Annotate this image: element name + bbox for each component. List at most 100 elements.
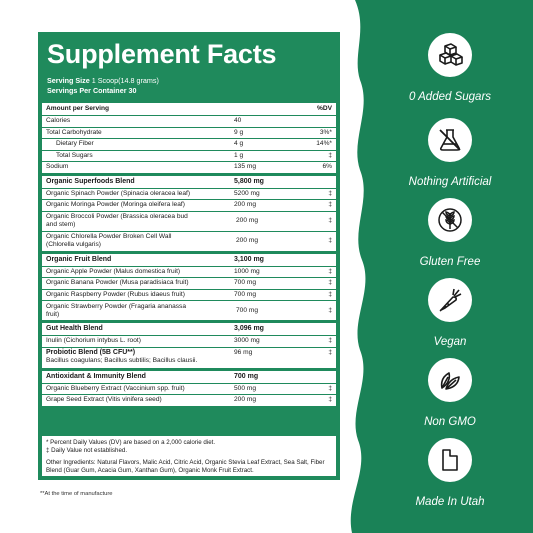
wheat-icon (438, 208, 462, 232)
ingredient-row: Organic Apple Powder (Malus domestica fr… (42, 265, 336, 277)
blend-name: Organic Fruit Blend (46, 255, 112, 263)
ingredient-row: Organic Spinach Powder (Spinacia olerace… (42, 187, 336, 199)
probiotic-row: Probiotic Blend (5B CFU**) Bacillus coag… (42, 346, 336, 368)
ingredient-name: Organic Chlorella Powder Broken Cell Wal… (46, 233, 172, 248)
nutrient-amount: 1 g (234, 151, 244, 159)
amount-header: Amount per Serving (46, 105, 110, 112)
nutrient-dv: 14%* (316, 140, 332, 148)
nutrient-amount: 40 (234, 117, 242, 125)
table-header: Amount per Serving %DV (42, 102, 336, 115)
nutrient-dv: ‡ (328, 151, 332, 159)
ingredient-row: Grape Seed Extract (Vitis vinifera seed)… (42, 394, 336, 406)
badge-circle (428, 33, 472, 77)
ingredient-name: Organic Broccoli Powder (Brassica olerac… (46, 213, 188, 228)
badge-circle (428, 118, 472, 162)
badge-label: 0 Added Sugars (408, 91, 492, 103)
ingredient-dv: ‡ (328, 279, 332, 287)
badge-label: Vegan (433, 336, 467, 348)
ingredient-name: Organic Apple Powder (Malus domestica fr… (46, 267, 181, 275)
carrot-icon (439, 288, 462, 312)
leaves-icon (440, 372, 460, 390)
ingredient-dv: ‡ (328, 384, 332, 392)
ingredient-row: Organic Strawberry Powder (Fragaria anan… (42, 300, 336, 320)
ingredient-name: Inulin (Cichorium intybus L. root) (46, 337, 141, 345)
ingredient-name: Organic Raspberry Powder (Rubus idaeus f… (46, 290, 185, 298)
servings-label: Servings Per Container (47, 86, 127, 95)
manufacture-note: **At the time of manufacture (40, 491, 113, 497)
nutrient-row: Dietary Fiber 4 g 14%* (42, 138, 336, 150)
nutrient-row: Total Carbohydrate 9 g 3%* (42, 126, 336, 138)
nutrient-row: Sodium 135 mg 6% (42, 161, 336, 173)
servings-value: 30 (128, 86, 137, 95)
blend-amount: 3,100 mg (234, 255, 264, 263)
sugar-cubes-icon (439, 43, 463, 66)
ingredient-row: Organic Chlorella Powder Broken Cell Wal… (42, 230, 336, 251)
nutrient-amount: 135 mg (234, 163, 256, 171)
ingredient-amount: 5200 mg (234, 189, 260, 197)
ingredient-amount: 200 mg (236, 237, 258, 244)
ingredient-dv: ‡ (328, 201, 332, 209)
nutrient-amount: 9 g (234, 128, 244, 136)
facts-table: Amount per Serving %DV Calories 40 Total… (42, 102, 336, 406)
ingredient-name: Grape Seed Extract (Vitis vinifera seed) (46, 396, 162, 404)
dv-header: %DV (316, 105, 332, 112)
ingredient-name: Organic Blueberry Extract (Vaccinium spp… (46, 384, 185, 392)
ingredient-row: Organic Banana Powder (Musa paradisiaca … (42, 277, 336, 289)
ingredient-dv: ‡ (328, 306, 332, 314)
probiotic-cell: Probiotic Blend (5B CFU**) Bacillus coag… (42, 349, 234, 365)
badge-label: Nothing Artificial (408, 176, 492, 188)
ingredient-amount: 200 mg (234, 396, 256, 404)
serving-info: Serving Size 1 Scoop(14.8 grams) Serving… (47, 76, 159, 96)
badge-circle (428, 358, 472, 402)
ingredient-name: Organic Banana Powder (Musa paradisiaca … (46, 279, 189, 287)
nutrient-row: Calories 40 (42, 115, 336, 127)
badge-circle (428, 198, 472, 242)
ingredient-amount: 200 mg (234, 201, 256, 209)
blend-header: Gut Health Blend 3,096 mg (42, 320, 336, 335)
badge-gluten-free: Gluten Free (394, 198, 506, 268)
probiotic-dv: ‡ (328, 348, 332, 356)
footnote-dv: * Percent Daily Values (DV) are based on… (46, 439, 216, 446)
nutrient-row: Total Sugars 1 g ‡ (42, 149, 336, 161)
nutrient-dv: 3%* (319, 128, 332, 136)
ingredient-dv: ‡ (328, 290, 332, 298)
blend-amount: 3,096 mg (234, 325, 264, 332)
blend-amount: 5,800 mg (234, 177, 264, 185)
utah-state-icon (442, 449, 458, 471)
badge-vegan: Vegan (394, 278, 506, 348)
nutrient-name: Total Carbohydrate (46, 128, 102, 136)
ingredient-amount: 1000 mg (234, 267, 260, 275)
ingredient-name: Organic Spinach Powder (Spinacia olerace… (46, 189, 191, 197)
facts-footnotes: * Percent Daily Values (DV) are based on… (42, 436, 336, 476)
ingredient-dv: ‡ (328, 189, 332, 197)
nutrient-name: Sodium (46, 163, 69, 171)
ingredient-row: Organic Broccoli Powder (Brassica olerac… (42, 210, 336, 231)
blend-name: Organic Superfoods Blend (46, 177, 135, 185)
other-ingredients: Other Ingredients: Natural Flavors, Mali… (46, 459, 325, 474)
nutrient-name: Calories (46, 117, 71, 125)
nutrient-dv: 6% (322, 163, 332, 171)
ingredient-amount: 200 mg (236, 217, 258, 224)
blend-header: Organic Superfoods Blend 5,800 mg (42, 172, 336, 188)
ingredient-amount: 700 mg (234, 279, 256, 287)
serving-size-label: Serving Size (47, 76, 90, 85)
badge-nothing-artificial: Nothing Artificial (394, 118, 506, 188)
probiotic-amount: 96 mg (234, 348, 253, 356)
ingredient-row: Organic Raspberry Powder (Rubus idaeus f… (42, 288, 336, 300)
ingredient-amount: 500 mg (234, 384, 256, 392)
badge-added-sugars: 0 Added Sugars (394, 33, 506, 103)
nutrient-name: Dietary Fiber (56, 140, 94, 148)
ingredient-amount: 700 mg (236, 306, 258, 314)
blend-name: Antioxidant & Immunity Blend (46, 372, 146, 380)
ingredient-row: Organic Moringa Powder (Moringa oleifera… (42, 199, 336, 211)
ingredient-dv: ‡ (328, 396, 332, 404)
ingredient-dv: ‡ (328, 267, 332, 275)
ingredient-dv: ‡ (328, 217, 332, 224)
serving-size-value: 1 Scoop(14.8 grams) (91, 76, 159, 85)
blend-name: Gut Health Blend (46, 325, 103, 332)
blend-header: Organic Fruit Blend 3,100 mg (42, 250, 336, 266)
badge-label: Made In Utah (415, 496, 485, 508)
ingredient-name: Organic Strawberry Powder (Fragaria anan… (46, 302, 186, 318)
facts-title: Supplement Facts (47, 39, 277, 69)
